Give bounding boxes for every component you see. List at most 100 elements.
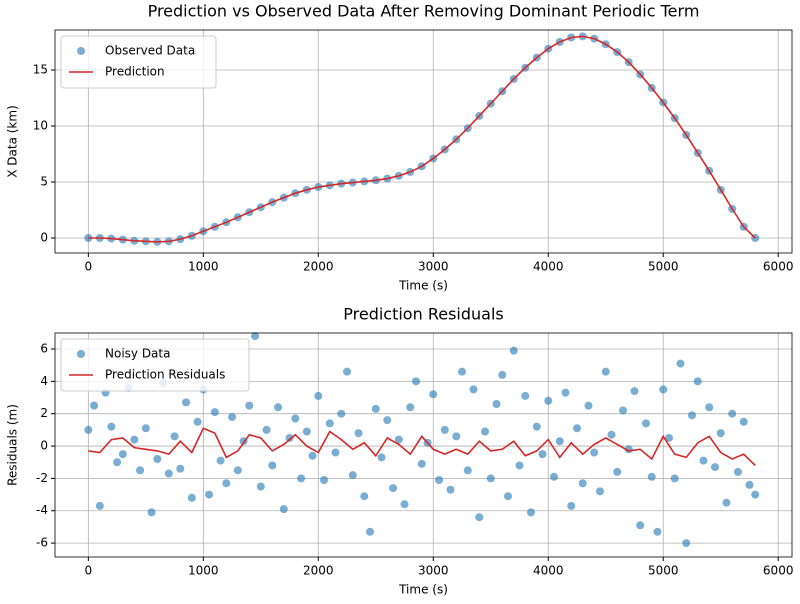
- data-point: [95, 501, 104, 510]
- data-point: [647, 472, 656, 481]
- x-tick-label: 0: [85, 564, 93, 578]
- data-point: [463, 466, 472, 475]
- x-tick-label: 4000: [533, 564, 564, 578]
- data-point: [205, 490, 214, 499]
- data-point: [113, 458, 122, 467]
- data-point: [147, 508, 156, 517]
- legend-label: Observed Data: [105, 44, 195, 58]
- legend-label: Prediction: [105, 65, 165, 79]
- data-point: [572, 424, 581, 433]
- data-point: [320, 476, 329, 485]
- data-point: [682, 539, 691, 548]
- data-point: [325, 419, 334, 428]
- data-point: [141, 424, 150, 433]
- data-point: [584, 401, 593, 410]
- data-point: [699, 456, 708, 465]
- axes: Prediction vs Observed Data After Removi…: [6, 2, 794, 293]
- data-point: [527, 508, 536, 517]
- x-tick-label: 4000: [533, 260, 564, 274]
- x-tick-label: 2000: [303, 260, 334, 274]
- data-point: [251, 332, 260, 341]
- data-point: [446, 485, 455, 494]
- data-point: [739, 417, 748, 426]
- data-point: [297, 474, 306, 483]
- data-point: [618, 406, 627, 415]
- data-point: [394, 435, 403, 444]
- x-axis-label: Time (s): [398, 583, 448, 597]
- data-point: [716, 429, 725, 438]
- y-tick-label: 2: [40, 406, 48, 420]
- y-tick-label: 4: [40, 374, 48, 388]
- data-point: [182, 398, 191, 407]
- data-point: [389, 484, 398, 493]
- data-point: [107, 422, 116, 431]
- axes-frame: [54, 29, 793, 254]
- data-point: [452, 432, 461, 441]
- data-point: [90, 401, 99, 410]
- legend-box: [60, 35, 217, 89]
- data-point: [308, 451, 317, 460]
- data-point: [595, 487, 604, 496]
- data-point: [567, 501, 576, 510]
- data-point: [676, 359, 685, 368]
- data-point: [371, 404, 380, 413]
- data-point: [498, 370, 507, 379]
- data-point: [549, 472, 558, 481]
- data-point: [538, 450, 547, 459]
- data-point: [279, 505, 288, 514]
- data-point: [664, 433, 673, 442]
- y-tick-label: -2: [36, 471, 48, 485]
- data-point: [509, 346, 518, 355]
- data-point: [406, 403, 415, 412]
- y-tick-label: -6: [36, 536, 48, 550]
- data-point: [314, 391, 323, 400]
- y-tick-label: 15: [33, 62, 48, 76]
- data-point: [222, 479, 231, 488]
- data-point: [343, 367, 352, 376]
- x-tick-label: 5000: [648, 260, 679, 274]
- data-point: [274, 403, 283, 412]
- data-point: [653, 527, 662, 536]
- data-point: [170, 432, 179, 441]
- data-point: [262, 425, 271, 434]
- data-point: [544, 396, 553, 405]
- data-point: [607, 430, 616, 439]
- x-tick-label: 2000: [303, 564, 334, 578]
- chart-title: Prediction vs Observed Data After Removi…: [148, 2, 700, 21]
- data-point: [187, 493, 196, 502]
- data-point: [193, 417, 202, 426]
- legend-label: Noisy Data: [105, 347, 170, 361]
- y-tick-label: 6: [40, 342, 48, 356]
- data-point: [728, 409, 737, 418]
- y-tick-label: 0: [40, 439, 48, 453]
- data-point: [705, 403, 714, 412]
- data-point: [400, 500, 409, 509]
- line: [88, 427, 756, 467]
- data-point: [268, 461, 277, 470]
- data-point: [366, 527, 375, 536]
- data-point: [751, 490, 760, 499]
- data-point: [331, 448, 340, 457]
- data-point: [377, 453, 386, 462]
- x-tick-label: 3000: [418, 260, 449, 274]
- data-point: [136, 466, 145, 475]
- y-tick-label: -4: [36, 503, 48, 517]
- data-point: [440, 425, 449, 434]
- data-point: [84, 425, 93, 434]
- y-tick-label: 0: [40, 230, 48, 244]
- axes-frame: [54, 332, 793, 558]
- data-point: [670, 474, 679, 483]
- data-point: [360, 492, 369, 501]
- data-point: [601, 367, 610, 376]
- x-tick-label: 1000: [188, 260, 219, 274]
- data-point: [693, 377, 702, 386]
- x-tick-label: 1000: [188, 564, 219, 578]
- data-point: [630, 387, 639, 396]
- legend-box: [60, 338, 250, 392]
- data-point: [475, 513, 484, 522]
- data-point: [578, 479, 587, 488]
- data-point: [130, 435, 139, 444]
- data-point: [164, 469, 173, 478]
- y-axis-label: X Data (km): [6, 105, 20, 178]
